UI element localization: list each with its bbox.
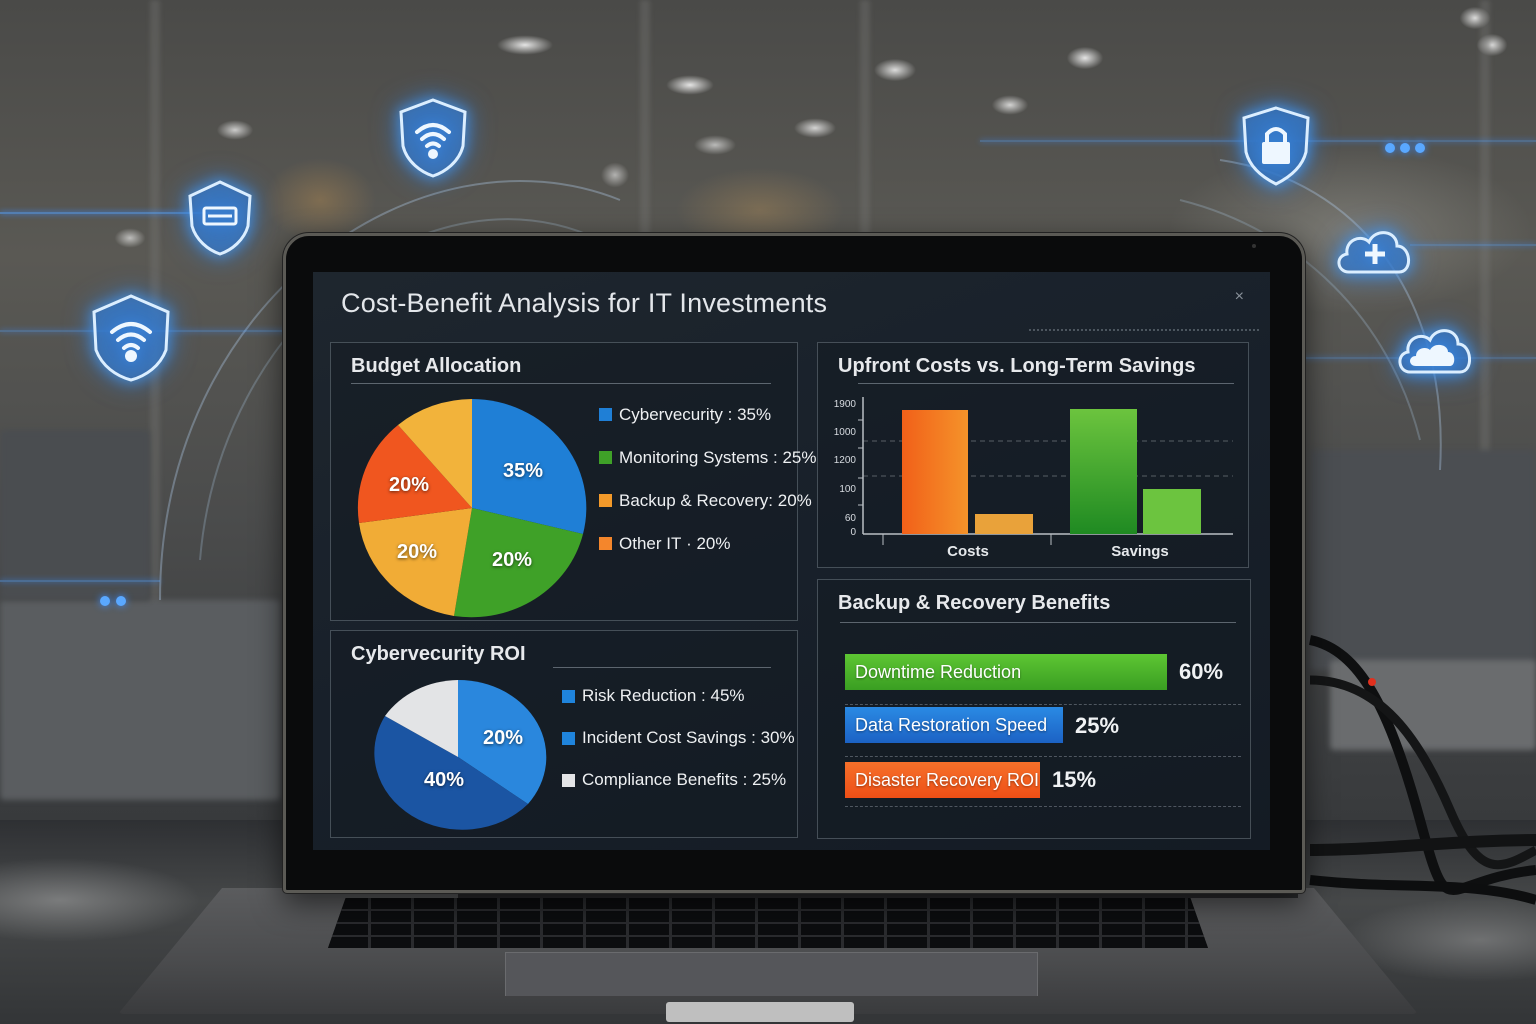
panel-title: Budget Allocation (351, 355, 522, 377)
savings-longterm-bar[interactable] (1070, 409, 1137, 534)
divider (845, 806, 1241, 807)
status-indicator (1029, 329, 1259, 331)
background-machine (0, 430, 150, 600)
divider (845, 704, 1241, 705)
laptop-notch (666, 1002, 854, 1022)
page-title: Cost-Benefit Analysis for IT Investments (341, 288, 828, 318)
divider (553, 667, 771, 668)
bar-value: 15% (1052, 767, 1097, 792)
background-pillar (150, 0, 160, 620)
legend-item: Other IT · 20% (599, 522, 816, 565)
costs-upfront-bar[interactable] (902, 410, 968, 534)
background-machine (1310, 450, 1536, 670)
costs-vs-savings-panel: Upfront Costs vs. Long-Term Savings 1900… (817, 342, 1249, 568)
pie-slice-label: 20% (397, 541, 438, 563)
legend-swatch (599, 408, 612, 421)
legend-swatch (562, 731, 575, 745)
panel-title: Upfront Costs vs. Long-Term Savings (838, 355, 1196, 377)
budget-allocation-panel: Budget Allocation 35% 20% 20% 20% Cyberv… (330, 342, 816, 621)
background-machine (0, 600, 280, 800)
y-tick-label: 1000 (833, 427, 856, 438)
bar-chart-axes (858, 397, 1233, 545)
legend-item: Compliance Benefits : 25% (562, 759, 795, 801)
bar-value: 25% (1075, 713, 1120, 738)
legend-item: Cybervecurity : 35% (599, 393, 816, 436)
dashboard-screen: Cost-Benefit Analysis for IT Investments… (313, 272, 1270, 850)
x-category-label: Savings (1111, 543, 1169, 560)
budget-legend: Cybervecurity : 35% Monitoring Systems :… (599, 393, 816, 565)
cybersecurity-roi-panel: Cybervecurity ROI 20% 40% Risk Reduction… (330, 630, 798, 838)
roi-pie-chart[interactable] (369, 678, 549, 836)
legend-swatch (562, 773, 575, 787)
webcam (1252, 244, 1256, 248)
y-tick-label: 100 (839, 484, 856, 495)
y-tick-label: 1200 (833, 455, 856, 466)
panel-title: Cybervecurity ROI (351, 643, 526, 665)
data-restoration-speed-bar[interactable]: Data Restoration Speed (845, 707, 1063, 743)
y-tick-label: 0 (850, 527, 856, 538)
budget-pie-chart[interactable] (356, 398, 588, 620)
laptop-trackpad[interactable] (505, 952, 1038, 996)
pie-slice-label: 20% (389, 474, 430, 496)
close-icon[interactable]: × (1234, 288, 1244, 305)
backup-benefits-panel: Backup & Recovery Benefits Downtime Redu… (817, 579, 1251, 839)
divider (351, 383, 771, 384)
divider (840, 622, 1236, 623)
pie-slice-label: 20% (483, 727, 524, 749)
x-category-label: Costs (947, 543, 989, 560)
pie-slice-label: 20% (492, 549, 533, 571)
y-tick-label: 1900 (833, 399, 856, 410)
legend-item: Monitoring Systems : 25% (599, 436, 816, 479)
savings-annual-bar[interactable] (1143, 489, 1201, 534)
laptop-keyboard[interactable] (328, 898, 1208, 948)
bar-value: 60% (1179, 659, 1224, 684)
roi-legend: Risk Reduction : 45% Incident Cost Savin… (562, 675, 795, 801)
cables (1308, 635, 1536, 905)
pie-slice-label: 35% (503, 460, 544, 482)
downtime-reduction-bar[interactable]: Downtime Reduction (845, 654, 1167, 690)
laptop-base (118, 878, 1418, 1024)
divider (858, 383, 1234, 384)
disaster-recovery-roi-bar[interactable]: Disaster Recovery ROI (845, 762, 1040, 798)
pie-slice-label: 40% (424, 769, 465, 791)
costs-ongoing-bar[interactable] (975, 514, 1033, 534)
legend-item: Risk Reduction : 45% (562, 675, 795, 717)
legend-swatch (599, 494, 612, 507)
legend-swatch (562, 689, 575, 703)
background-pillar (1480, 0, 1490, 620)
panel-title: Backup & Recovery Benefits (838, 592, 1111, 614)
legend-item: Incident Cost Savings : 30% (562, 717, 795, 759)
divider (845, 756, 1241, 757)
legend-swatch (599, 537, 612, 550)
legend-swatch (599, 451, 612, 464)
legend-item: Backup & Recovery: 20% (599, 479, 816, 522)
y-tick-label: 60 (844, 513, 856, 524)
